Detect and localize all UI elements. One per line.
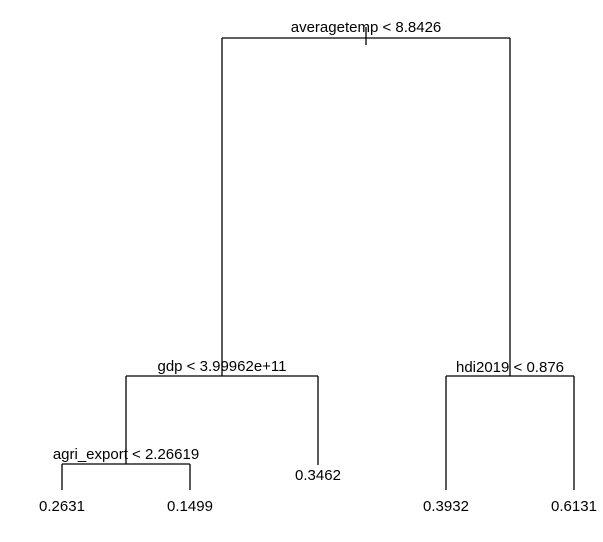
left-node: gdp < 3.99962e+11 (125, 358, 319, 465)
leaf-value: 0.2631 (39, 498, 85, 515)
leaf-value: 0.6131 (551, 498, 597, 515)
left-left-split-label: agri_export < 2.26619 (53, 446, 199, 463)
root-split-label: averagetemp < 8.8426 (291, 19, 442, 36)
left-left-node: agri_export < 2.26619 (53, 446, 199, 490)
right-node: hdi2019 < 0.876 (445, 359, 575, 490)
left-split-label: gdp < 3.99962e+11 (157, 358, 286, 375)
root-node: averagetemp < 8.8426 (221, 19, 511, 376)
leaf-value: 0.3932 (423, 498, 469, 515)
leaf-value: 0.3462 (295, 467, 341, 484)
leaf-value: 0.1499 (167, 498, 213, 515)
right-split-label: hdi2019 < 0.876 (456, 359, 564, 376)
